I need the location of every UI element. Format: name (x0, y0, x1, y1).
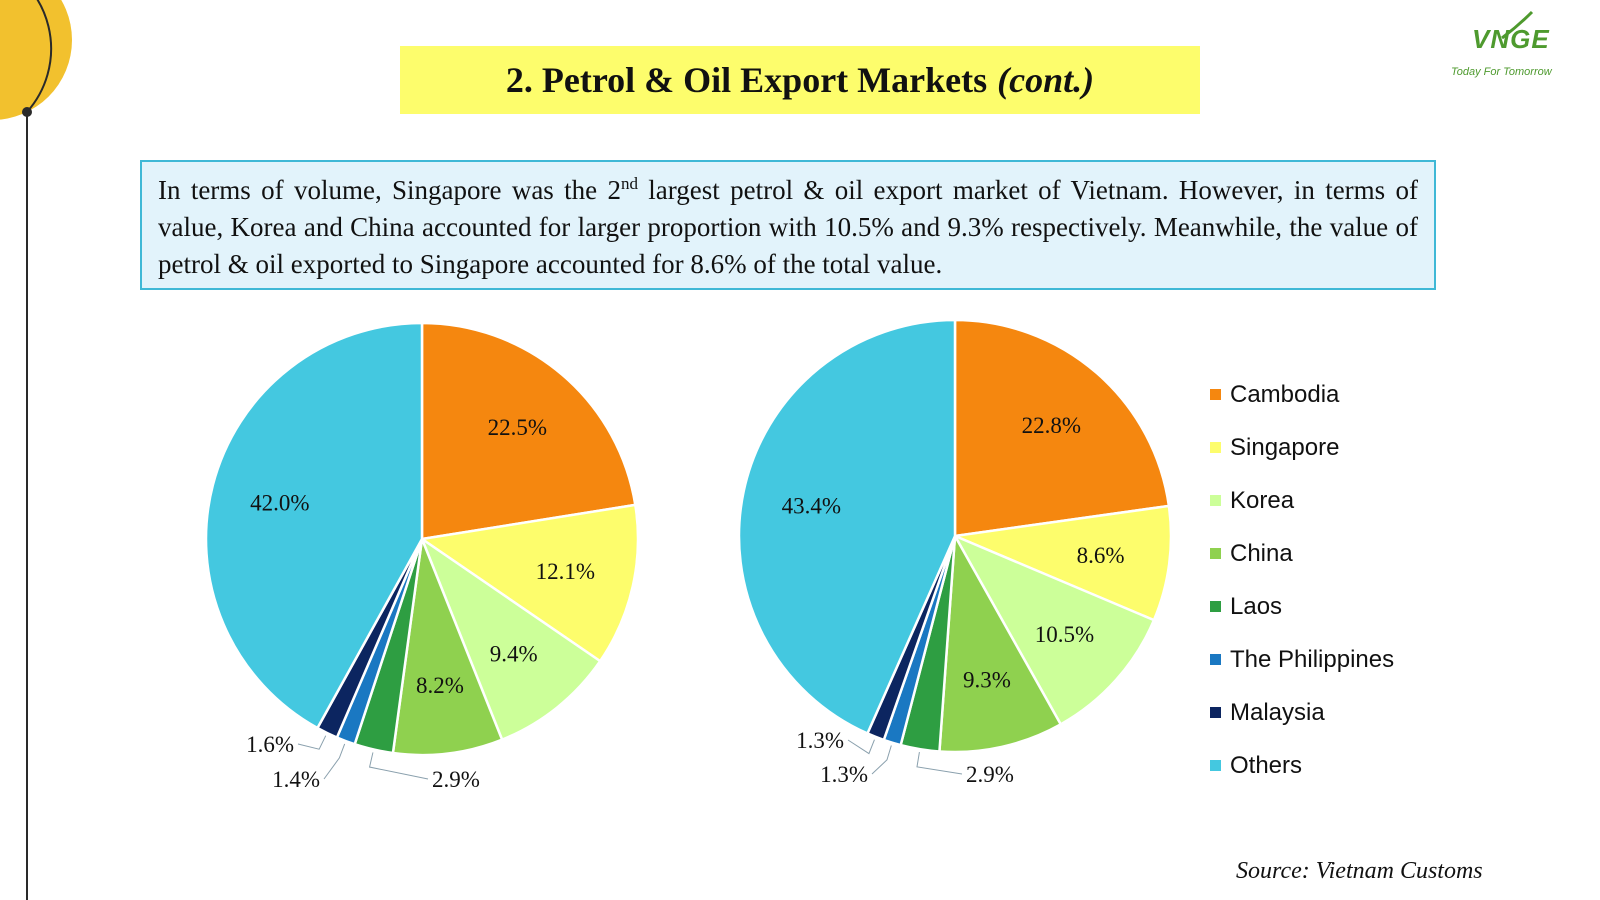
pie1-data-label-laos: 2.9% (432, 767, 480, 792)
legend-label: Korea (1230, 486, 1295, 514)
logo-tagline: Today For Tomorrow (1451, 66, 1552, 78)
pie2-slice-china (938, 531, 1063, 754)
pie1-data-label-china: 8.2% (416, 673, 464, 698)
pie2-leader-line-4 (916, 752, 963, 775)
pie2-slice-cambodia (953, 318, 1171, 538)
info-text-superscript: nd (620, 174, 638, 193)
pie2-data-label-singapore: 8.6% (1077, 543, 1125, 568)
legend-label: China (1230, 539, 1293, 567)
dot-decoration (22, 107, 32, 117)
pie1-slice-others (204, 321, 424, 730)
legend-item-cambodia: Cambodia (1210, 368, 1394, 421)
legend-label: Others (1230, 751, 1303, 779)
pie1-data-label-singapore: 12.1% (536, 559, 595, 584)
pie1-data-label-others: 42.0% (250, 490, 309, 515)
info-text-part1: In terms of volume, Singapore was the 2 (158, 175, 621, 205)
legend-item-others: Others (1210, 739, 1394, 792)
info-box: In terms of volume, Singapore was the 2n… (140, 160, 1436, 290)
yellow-circle-decoration (0, 0, 72, 120)
legend-label: Singapore (1230, 433, 1340, 461)
pie1-data-label-cambodia: 22.5% (488, 415, 547, 440)
pie2-slice-others (737, 318, 957, 736)
logo-text: VNGE (1472, 24, 1550, 54)
logo-swoosh-icon (1501, 10, 1534, 40)
pie2-leader-line-6 (847, 739, 875, 755)
info-text-part2: largest petrol & oil export market of Vi… (158, 175, 1418, 279)
legend-item-china: China (1210, 527, 1394, 580)
legend-swatch (1210, 654, 1221, 665)
legend-swatch (1210, 389, 1221, 400)
pie2-data-label-cambodia: 22.8% (1022, 413, 1081, 438)
legend-item-laos: Laos (1210, 580, 1394, 633)
legend-item-the-philippines: The Philippines (1210, 633, 1394, 686)
pie2-slice-korea (952, 533, 1156, 727)
pie1-slice-singapore (418, 503, 640, 663)
legend-swatch (1210, 495, 1221, 506)
pie1-data-label-malaysia: 1.6% (246, 732, 294, 757)
source-note: Source: Vietnam Customs (1236, 858, 1483, 884)
pie2-data-label-korea: 10.5% (1035, 622, 1094, 647)
pie2-data-label-laos: 2.9% (966, 762, 1014, 787)
pie1-slice-china (391, 534, 504, 757)
title-suffix: (cont.) (997, 60, 1095, 100)
legend-item-singapore: Singapore (1210, 421, 1394, 474)
legend-label: Cambodia (1230, 380, 1340, 408)
pie1-data-label-the-philippines: 1.4% (272, 767, 320, 792)
pie2-data-label-malaysia: 1.3% (796, 728, 844, 753)
arc-decoration (26, 0, 53, 113)
legend-swatch (1210, 707, 1221, 718)
pie1-leader-line-6 (297, 735, 327, 750)
legend-item-malaysia: Malaysia (1210, 686, 1394, 739)
legend-label: Malaysia (1230, 698, 1325, 726)
pie2-slice-singapore (950, 504, 1173, 622)
vnge-logo (1501, 10, 1534, 40)
legend-swatch (1210, 548, 1221, 559)
pie1-data-label-korea: 9.4% (490, 642, 538, 667)
pie1-slice-korea (419, 535, 602, 742)
title-main: 2. Petrol & Oil Export Markets (505, 60, 988, 100)
pie1-leader-line-5 (323, 743, 346, 780)
pie2-data-label-the-philippines: 1.3% (820, 762, 868, 787)
pie1-slice-cambodia (420, 321, 637, 541)
legend-swatch (1210, 760, 1221, 771)
legend-item-korea: Korea (1210, 474, 1394, 527)
pie1-leader-line-4 (368, 752, 429, 780)
legend-label: The Philippines (1230, 645, 1395, 673)
legend-swatch (1210, 601, 1221, 612)
pie2-data-label-china: 9.3% (963, 667, 1011, 692)
pie2-leader-line-5 (871, 745, 892, 775)
legend-label: Laos (1230, 592, 1283, 620)
page-title: 2. Petrol & Oil Export Markets (cont.) (400, 46, 1200, 114)
legend-swatch (1210, 442, 1221, 453)
pie2-data-label-others: 43.4% (782, 494, 841, 519)
chart-legend: Cambodia Singapore Korea China Laos The Phili… (1210, 368, 1394, 792)
